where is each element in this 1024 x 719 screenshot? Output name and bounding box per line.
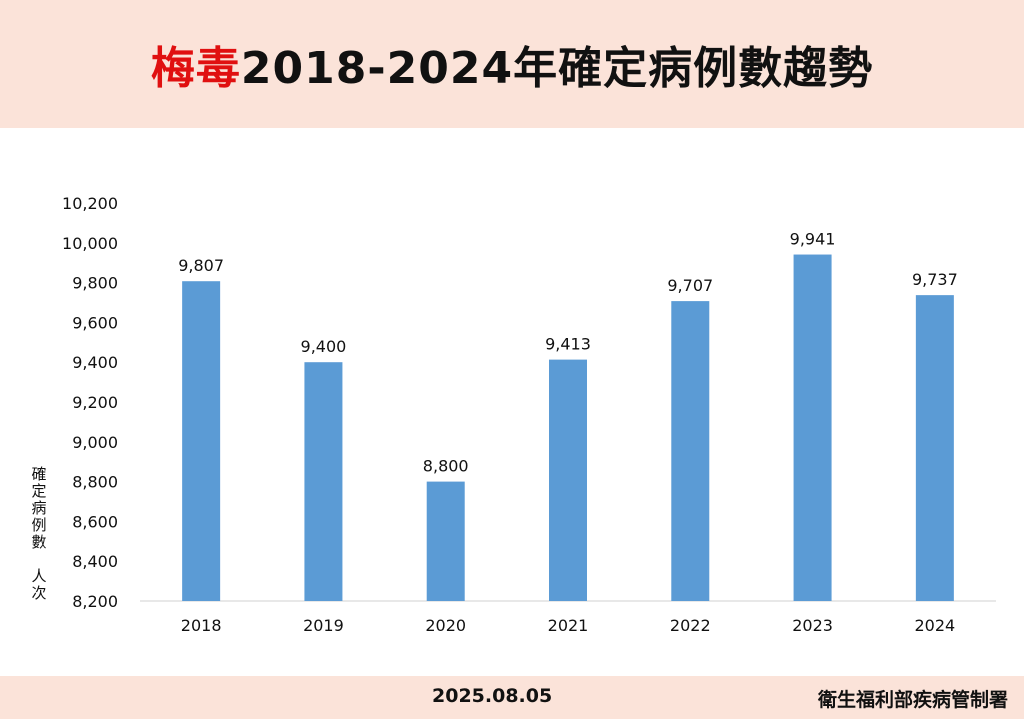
y-tick-label: 9,800 xyxy=(72,274,118,293)
y-axis-label-char: 例 xyxy=(31,516,47,534)
bar xyxy=(304,362,343,601)
y-axis-label-char: 定 xyxy=(31,482,47,500)
y-tick-label: 8,400 xyxy=(72,552,118,571)
data-label: 9,737 xyxy=(912,270,958,289)
data-label: 8,800 xyxy=(423,457,469,476)
x-tick-label: 2021 xyxy=(548,616,589,635)
y-tick-label: 8,600 xyxy=(72,512,118,531)
y-tick-label: 8,800 xyxy=(72,473,118,492)
bar xyxy=(549,359,587,601)
x-tick-label: 2022 xyxy=(670,616,711,635)
data-label: 9,413 xyxy=(545,335,591,354)
data-label: 9,400 xyxy=(301,337,347,356)
y-axis-label-char: 確 xyxy=(31,465,47,483)
y-tick-label: 9,200 xyxy=(72,393,118,412)
y-tick-label: 9,400 xyxy=(72,353,118,372)
data-label: 9,941 xyxy=(790,230,836,249)
y-tick-label: 10,200 xyxy=(62,194,118,213)
y-axis-label-char: 次 xyxy=(31,584,47,602)
y-axis-label-char: 病 xyxy=(31,499,47,517)
y-tick-label: 10,000 xyxy=(62,234,118,253)
bar-chart: 8,200 8,400 8,600 8,800 9,000 9,200 9,400 9,600… xyxy=(62,194,996,635)
title-band: 梅毒2018-2024年確定病例數趨勢 xyxy=(0,0,1024,128)
bar xyxy=(671,301,710,601)
y-axis-label-char xyxy=(30,551,48,568)
x-tick-label: 2019 xyxy=(303,616,344,635)
title-rest: 2018-2024年確定病例數趨勢 xyxy=(240,43,874,94)
y-tick-label: 8,200 xyxy=(72,592,118,611)
title-accent: 梅毒 xyxy=(150,43,241,94)
chart-area: 8,200 8,400 8,600 8,800 9,000 9,200 9,400 9,600… xyxy=(0,128,1024,676)
x-tick-label: 2018 xyxy=(181,616,222,635)
bar xyxy=(182,281,221,601)
bar xyxy=(915,295,954,601)
y-axis-label: 確定病例數 人次 xyxy=(30,466,48,602)
bar xyxy=(426,481,465,601)
footer-date: 2025.08.05 xyxy=(432,685,553,707)
y-axis-label-char: 人 xyxy=(31,567,47,585)
footer-band: 2025.08.05 衛生福利部疾病管制署 xyxy=(0,676,1024,719)
x-tick-label: 2024 xyxy=(914,616,955,635)
x-tick-label: 2020 xyxy=(425,616,466,635)
y-axis-label-char: 數 xyxy=(31,533,47,551)
data-label: 9,807 xyxy=(178,256,224,275)
bar xyxy=(793,254,832,601)
data-label: 9,707 xyxy=(667,276,713,295)
y-tick-label: 9,000 xyxy=(72,433,118,452)
y-tick-label: 9,600 xyxy=(72,313,118,332)
footer-org: 衛生福利部疾病管制署 xyxy=(817,689,1008,711)
x-tick-label: 2023 xyxy=(792,616,833,635)
page-title: 梅毒2018-2024年確定病例數趨勢 xyxy=(151,32,873,96)
